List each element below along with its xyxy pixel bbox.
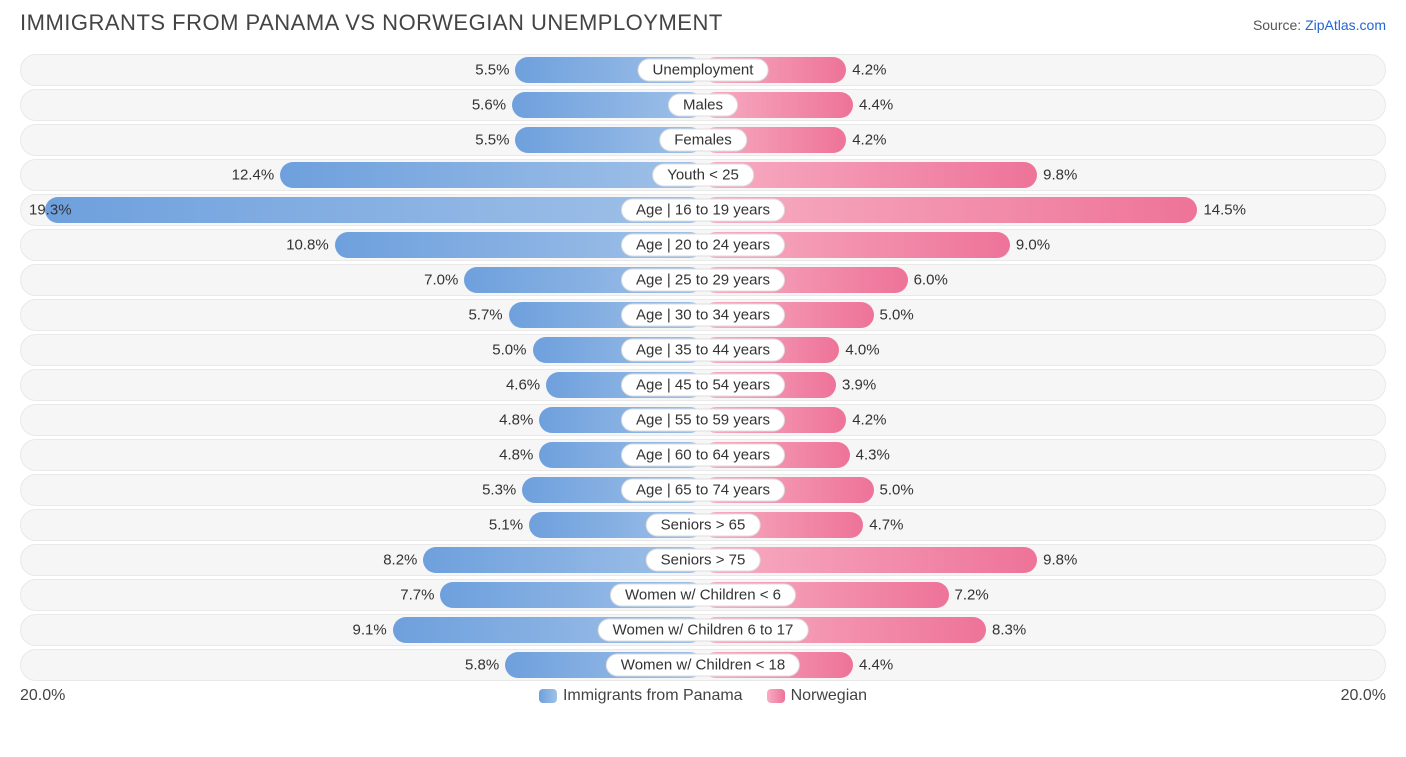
right-value: 3.9%	[842, 377, 876, 394]
left-value: 5.3%	[482, 482, 516, 499]
left-value: 5.0%	[492, 342, 526, 359]
category-label: Age | 25 to 29 years	[621, 269, 785, 292]
source-link[interactable]: ZipAtlas.com	[1305, 17, 1386, 33]
category-label: Age | 60 to 64 years	[621, 444, 785, 467]
header: IMMIGRANTS FROM PANAMA VS NORWEGIAN UNEM…	[20, 10, 1386, 36]
chart-row: 5.5% 4.2% Females	[20, 124, 1386, 156]
left-value: 5.7%	[468, 307, 502, 324]
right-value: 14.5%	[1203, 202, 1246, 219]
diverging-bar-chart: 5.5% 4.2% Unemployment 5.6% 4.4% Males 5.5% 4.2…	[20, 54, 1386, 681]
category-label: Females	[659, 129, 747, 152]
legend-label-right: Norwegian	[791, 687, 867, 704]
right-value: 4.2%	[852, 62, 886, 79]
category-label: Age | 35 to 44 years	[621, 339, 785, 362]
left-value: 4.8%	[499, 412, 533, 429]
category-label: Unemployment	[638, 59, 769, 82]
right-value: 5.0%	[880, 307, 914, 324]
right-value: 6.0%	[914, 272, 948, 289]
category-label: Youth < 25	[652, 164, 754, 187]
legend-item-left: Immigrants from Panama	[539, 687, 743, 705]
left-value: 12.4%	[232, 167, 275, 184]
chart-row: 10.8% 9.0% Age | 20 to 24 years	[20, 229, 1386, 261]
chart-row: 5.1% 4.7% Seniors > 65	[20, 509, 1386, 541]
legend: Immigrants from Panama Norwegian	[539, 687, 867, 705]
chart-row: 19.3% 14.5% Age | 16 to 19 years	[20, 194, 1386, 226]
right-value: 9.8%	[1043, 167, 1077, 184]
legend-swatch-left	[539, 689, 557, 703]
legend-swatch-right	[767, 689, 785, 703]
left-value: 5.8%	[465, 657, 499, 674]
right-value: 7.2%	[955, 587, 989, 604]
left-value: 7.7%	[400, 587, 434, 604]
chart-row: 5.5% 4.2% Unemployment	[20, 54, 1386, 86]
chart-row: 4.8% 4.2% Age | 55 to 59 years	[20, 404, 1386, 436]
chart-title: IMMIGRANTS FROM PANAMA VS NORWEGIAN UNEM…	[20, 10, 723, 36]
legend-label-left: Immigrants from Panama	[563, 687, 743, 704]
left-value: 7.0%	[424, 272, 458, 289]
chart-row: 4.6% 3.9% Age | 45 to 54 years	[20, 369, 1386, 401]
right-value: 4.2%	[852, 132, 886, 149]
source-label: Source:	[1253, 17, 1305, 33]
left-value: 8.2%	[383, 552, 417, 569]
right-value: 4.4%	[859, 657, 893, 674]
category-label: Age | 16 to 19 years	[621, 199, 785, 222]
chart-row: 12.4% 9.8% Youth < 25	[20, 159, 1386, 191]
right-value: 4.2%	[852, 412, 886, 429]
chart-container: IMMIGRANTS FROM PANAMA VS NORWEGIAN UNEM…	[0, 0, 1406, 705]
chart-row: 5.8% 4.4% Women w/ Children < 18	[20, 649, 1386, 681]
category-label: Age | 65 to 74 years	[621, 479, 785, 502]
chart-row: 5.6% 4.4% Males	[20, 89, 1386, 121]
left-value: 9.1%	[353, 622, 387, 639]
category-label: Seniors > 75	[646, 549, 761, 572]
chart-row: 4.8% 4.3% Age | 60 to 64 years	[20, 439, 1386, 471]
source: Source: ZipAtlas.com	[1253, 17, 1386, 33]
right-value: 9.8%	[1043, 552, 1077, 569]
axis-max-left: 20.0%	[20, 687, 65, 705]
right-value: 4.3%	[856, 447, 890, 464]
legend-item-right: Norwegian	[767, 687, 867, 705]
chart-row: 8.2% 9.8% Seniors > 75	[20, 544, 1386, 576]
category-label: Women w/ Children 6 to 17	[598, 619, 809, 642]
category-label: Seniors > 65	[646, 514, 761, 537]
category-label: Age | 20 to 24 years	[621, 234, 785, 257]
category-label: Age | 45 to 54 years	[621, 374, 785, 397]
left-value: 4.8%	[499, 447, 533, 464]
left-value: 5.6%	[472, 97, 506, 114]
axis-max-right: 20.0%	[1341, 687, 1386, 705]
category-label: Women w/ Children < 6	[610, 584, 796, 607]
left-value: 5.5%	[475, 62, 509, 79]
chart-row: 7.0% 6.0% Age | 25 to 29 years	[20, 264, 1386, 296]
chart-row: 5.7% 5.0% Age | 30 to 34 years	[20, 299, 1386, 331]
left-bar	[45, 197, 703, 223]
left-value: 5.1%	[489, 517, 523, 534]
right-value: 5.0%	[880, 482, 914, 499]
left-value: 5.5%	[475, 132, 509, 149]
left-value: 4.6%	[506, 377, 540, 394]
chart-row: 5.3% 5.0% Age | 65 to 74 years	[20, 474, 1386, 506]
category-label: Age | 30 to 34 years	[621, 304, 785, 327]
left-value: 19.3%	[29, 202, 72, 219]
right-value: 4.0%	[845, 342, 879, 359]
chart-footer: 20.0% Immigrants from Panama Norwegian 2…	[20, 687, 1386, 705]
category-label: Males	[668, 94, 738, 117]
chart-row: 7.7% 7.2% Women w/ Children < 6	[20, 579, 1386, 611]
right-value: 4.7%	[869, 517, 903, 534]
right-value: 9.0%	[1016, 237, 1050, 254]
left-value: 10.8%	[286, 237, 329, 254]
chart-row: 9.1% 8.3% Women w/ Children 6 to 17	[20, 614, 1386, 646]
category-label: Age | 55 to 59 years	[621, 409, 785, 432]
right-value: 4.4%	[859, 97, 893, 114]
category-label: Women w/ Children < 18	[606, 654, 800, 677]
right-value: 8.3%	[992, 622, 1026, 639]
chart-row: 5.0% 4.0% Age | 35 to 44 years	[20, 334, 1386, 366]
left-bar	[280, 162, 703, 188]
